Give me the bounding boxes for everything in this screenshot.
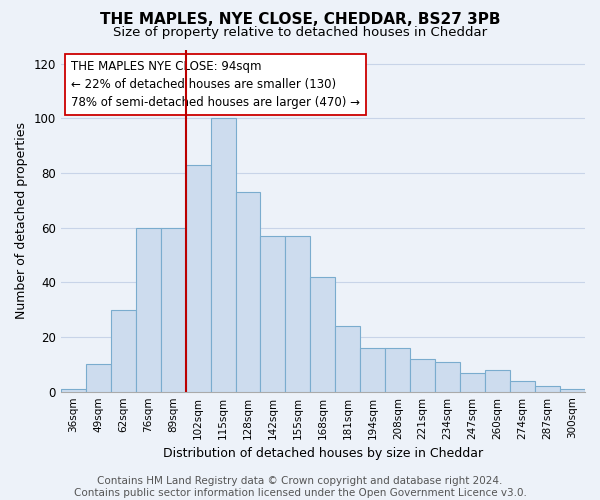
Bar [260,236,286,392]
Bar [111,310,136,392]
Text: THE MAPLES NYE CLOSE: 94sqm
← 22% of detached houses are smaller (130)
78% of se: THE MAPLES NYE CLOSE: 94sqm ← 22% of det… [71,60,360,110]
Bar [310,277,335,392]
Bar [535,386,560,392]
Bar [161,228,185,392]
Bar [136,228,161,392]
Bar [236,192,260,392]
Y-axis label: Number of detached properties: Number of detached properties [15,122,28,320]
X-axis label: Distribution of detached houses by size in Cheddar: Distribution of detached houses by size … [163,447,483,460]
Bar [510,380,535,392]
Bar [385,348,410,392]
Text: Size of property relative to detached houses in Cheddar: Size of property relative to detached ho… [113,26,487,39]
Bar [211,118,236,392]
Text: THE MAPLES, NYE CLOSE, CHEDDAR, BS27 3PB: THE MAPLES, NYE CLOSE, CHEDDAR, BS27 3PB [100,12,500,28]
Bar [410,359,435,392]
Bar [286,236,310,392]
Bar [361,348,385,392]
Bar [485,370,510,392]
Bar [560,389,585,392]
Bar [185,165,211,392]
Text: Contains HM Land Registry data © Crown copyright and database right 2024.
Contai: Contains HM Land Registry data © Crown c… [74,476,526,498]
Bar [435,362,460,392]
Bar [86,364,111,392]
Bar [335,326,361,392]
Bar [460,372,485,392]
Bar [61,389,86,392]
